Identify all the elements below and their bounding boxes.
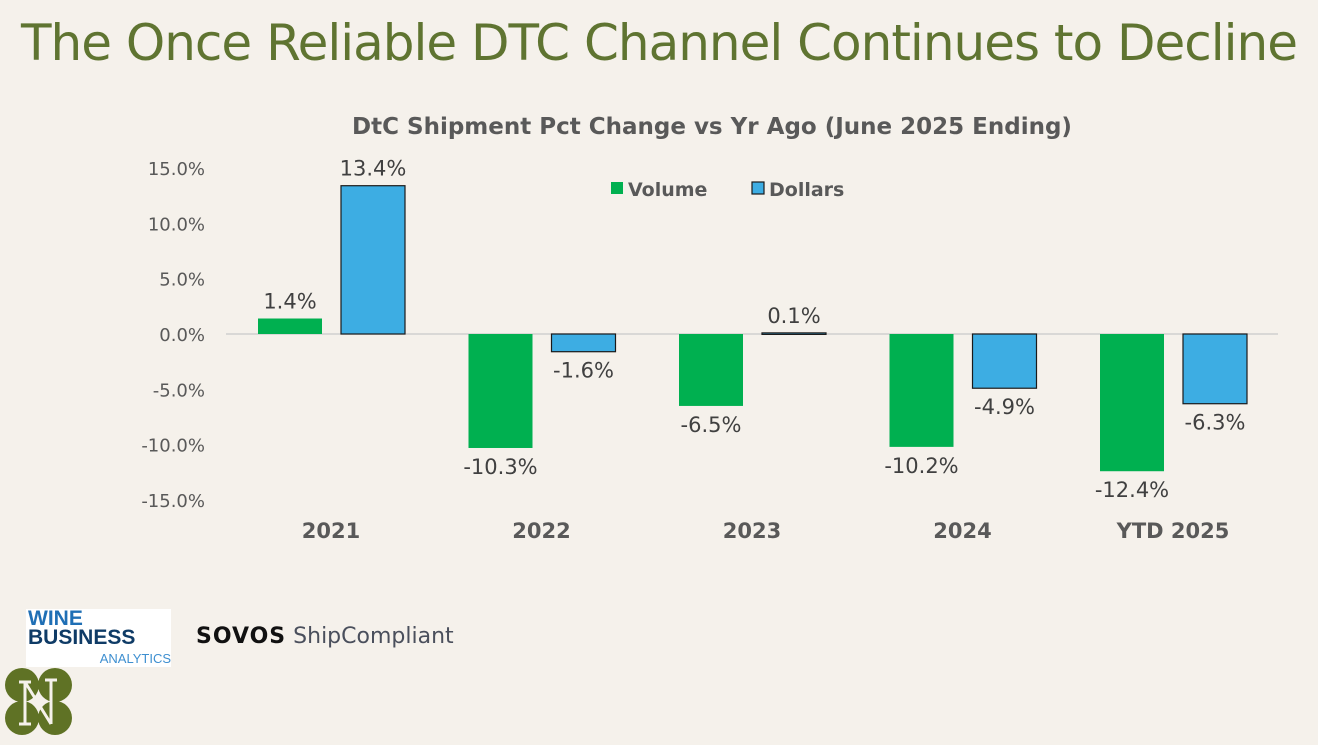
n-logo-icon bbox=[5, 668, 72, 735]
y-tick-label: 15.0% bbox=[148, 159, 205, 180]
data-label: -4.9% bbox=[974, 395, 1035, 419]
bar-volume bbox=[258, 318, 322, 334]
data-label: -10.2% bbox=[884, 454, 958, 478]
x-tick-label: 2022 bbox=[512, 519, 570, 543]
legend-swatch-volume bbox=[611, 182, 623, 194]
data-label: -10.3% bbox=[463, 455, 537, 479]
y-tick-label: -15.0% bbox=[141, 491, 205, 512]
x-tick-label: 2024 bbox=[933, 519, 991, 543]
y-tick-label: -10.0% bbox=[141, 436, 205, 457]
y-tick-label: 10.0% bbox=[148, 214, 205, 235]
legend-label: Volume bbox=[628, 179, 707, 201]
data-label: 1.4% bbox=[263, 290, 316, 314]
chart-title: DtC Shipment Pct Change vs Yr Ago (June … bbox=[352, 114, 1072, 140]
legend-swatch-dollars bbox=[751, 181, 765, 195]
logo-text: ShipCompliant bbox=[293, 624, 454, 649]
page-title: The Once Reliable DTC Channel Continues … bbox=[21, 14, 1298, 72]
wine-business-analytics-logo: WINE BUSINESS ANALYTICS bbox=[26, 607, 171, 667]
data-label: -6.5% bbox=[681, 413, 742, 437]
bar-dollars bbox=[340, 185, 406, 335]
data-label: -12.4% bbox=[1095, 478, 1169, 502]
x-tick-label: YTD 2025 bbox=[1116, 519, 1230, 543]
x-tick-label: 2023 bbox=[723, 519, 781, 543]
bar-dollars bbox=[971, 333, 1038, 389]
logo-text: SOVOS bbox=[196, 624, 287, 649]
data-label: 0.1% bbox=[767, 304, 820, 328]
logo-text: WINE bbox=[28, 607, 83, 630]
y-tick-label: 0.0% bbox=[159, 325, 205, 346]
data-label: 13.4% bbox=[340, 157, 407, 181]
data-label: -1.6% bbox=[553, 359, 614, 383]
logo-text: ANALYTICS bbox=[99, 651, 171, 666]
bar-volume bbox=[468, 334, 533, 448]
bar-volume bbox=[679, 334, 743, 406]
data-label: -6.3% bbox=[1185, 411, 1246, 435]
bar-dollars bbox=[1182, 333, 1248, 405]
y-tick-label: 5.0% bbox=[159, 270, 205, 291]
sovos-shipcompliant-logo: SOVOS ShipCompliant bbox=[196, 624, 454, 649]
bar-dollars bbox=[550, 333, 617, 353]
y-tick-label: -5.0% bbox=[153, 380, 205, 401]
legend-label: Dollars bbox=[769, 179, 844, 201]
bar-dollars bbox=[761, 332, 827, 335]
logo-text: BUSINESS bbox=[28, 626, 136, 649]
x-tick-label: 2021 bbox=[302, 519, 360, 543]
bar-volume bbox=[1100, 334, 1164, 472]
bar-volume bbox=[889, 334, 954, 447]
